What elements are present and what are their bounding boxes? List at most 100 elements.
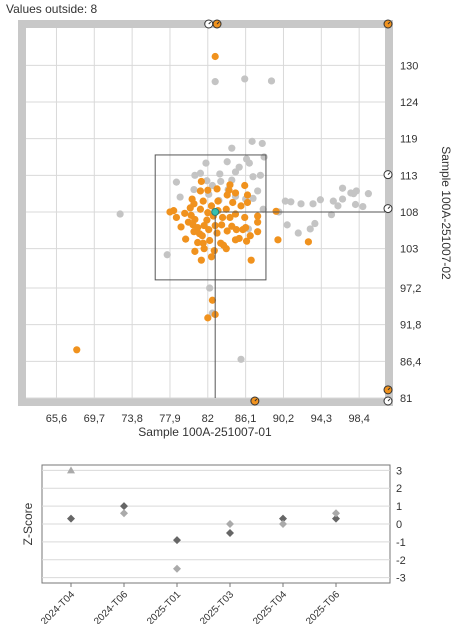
data-point-orange: [247, 256, 255, 264]
y-tick-label: 130: [400, 60, 418, 72]
data-point-orange: [243, 198, 252, 207]
data-point-gray: [211, 78, 219, 86]
zscore-chart: 3 2 1 0 -1 -2 -3 Z-Score 2024-T04 2024-T06 2025-T0…: [21, 464, 406, 624]
zscore-point-triangle: [67, 466, 75, 474]
data-point-gray: [245, 159, 253, 167]
data-point-orange: [172, 213, 181, 222]
outside-marker-arrow: [216, 21, 220, 25]
data-point-orange: [218, 221, 226, 229]
data-point-orange: [181, 209, 189, 217]
data-point-orange: [196, 205, 205, 213]
data-point-gray: [297, 200, 305, 208]
data-point-gray: [254, 187, 262, 195]
data-point-orange: [206, 236, 214, 245]
data-point-gray: [249, 173, 257, 181]
outside-marker-arrow: [387, 21, 391, 25]
data-point-orange: [225, 186, 233, 194]
y-axis-label: Sample 100A-251007-02: [439, 146, 453, 280]
zscore-category-label: 2025-T04: [251, 589, 289, 624]
y-tick-label: 81: [400, 393, 412, 405]
data-point-orange: [218, 213, 227, 222]
data-point-gray: [316, 196, 324, 204]
zscore-point-dark: [67, 514, 75, 523]
outside-marker-arrow: [254, 398, 258, 402]
data-point-gray: [334, 202, 342, 210]
zscore-tick-label: -3: [396, 573, 406, 585]
zscore-category-label: 2024-T04: [39, 589, 77, 624]
center-point: [211, 207, 220, 216]
data-point-orange: [182, 235, 190, 243]
zscore-point-dark: [120, 502, 128, 511]
target-box: [154, 154, 267, 281]
data-point-gray: [306, 225, 314, 233]
data-point-gray: [311, 219, 319, 228]
zscore-tick-label: 2: [396, 483, 402, 495]
data-point-gray: [206, 284, 214, 292]
data-point-orange: [211, 52, 219, 61]
data-point-gray: [235, 163, 243, 171]
data-point-gray: [172, 178, 181, 186]
zscore-category-label: 2025-T06: [304, 589, 342, 624]
zscore-tick-label: 0: [396, 519, 402, 531]
data-point-gray: [228, 144, 236, 152]
data-point-gray: [294, 229, 302, 237]
data-point-orange: [200, 221, 208, 230]
data-point-orange: [223, 227, 231, 235]
data-point-orange: [241, 213, 249, 222]
data-point-orange: [242, 237, 251, 245]
y-tick-label: 86,4: [400, 356, 421, 368]
data-point-gray: [309, 200, 317, 208]
data-point-orange: [194, 238, 202, 247]
data-point-gray: [241, 75, 249, 83]
data-point-orange: [166, 208, 174, 216]
data-point-orange: [226, 213, 234, 222]
data-point-orange: [222, 205, 230, 213]
data-point-gray: [190, 185, 198, 194]
zscore-point-dark: [279, 514, 287, 523]
data-point-gray: [350, 190, 358, 198]
zscore-point-light: [279, 520, 287, 528]
zscore-point-light: [120, 509, 128, 518]
outside-marker-arrow: [387, 172, 391, 175]
data-point-orange: [241, 181, 249, 190]
x-tick-label: 65,6: [46, 413, 67, 425]
data-point-orange: [204, 186, 212, 194]
x-tick-label: 82: [202, 413, 214, 425]
data-point-orange: [191, 215, 199, 224]
zscore-point-light: [332, 509, 340, 518]
y-tick-label: 108: [400, 207, 418, 219]
data-point-orange: [304, 238, 313, 246]
data-point-orange: [235, 234, 243, 243]
values-outside-label: Values outside: 8: [6, 2, 98, 16]
data-point-orange: [232, 226, 241, 234]
data-point-orange: [204, 314, 212, 322]
data-point-orange: [199, 239, 207, 247]
y-tick-label: 97,2: [400, 283, 421, 295]
x-tick-label: 86,1: [235, 413, 256, 425]
data-point-orange: [204, 209, 212, 217]
data-point-orange: [274, 236, 282, 244]
data-point-gray: [329, 197, 337, 205]
data-point-orange: [246, 232, 254, 240]
y-tick-label: 124: [400, 97, 418, 109]
data-point-orange: [199, 197, 207, 205]
data-point-orange: [222, 245, 230, 253]
data-point-gray: [249, 194, 257, 203]
data-point-orange: [190, 200, 198, 208]
data-point-gray: [256, 171, 265, 179]
zscore-category-label: 2024-T06: [92, 589, 130, 624]
data-point-orange: [254, 218, 262, 226]
zscore-point-dark: [332, 514, 340, 523]
zscore-tick-label: -2: [396, 555, 406, 567]
zscore-tick-label: 3: [396, 465, 402, 477]
x-tick-label: 98,4: [348, 413, 369, 425]
zscore-point-dark: [173, 536, 181, 545]
data-point-orange: [203, 216, 211, 224]
data-point-gray: [237, 355, 245, 363]
data-point-orange: [254, 228, 262, 236]
zscore-category-label: 2025-T01: [145, 589, 183, 624]
data-point-orange: [214, 197, 222, 205]
data-point-gray: [216, 170, 224, 178]
data-point-gray: [359, 202, 367, 211]
x-tick-label: 77,9: [159, 413, 180, 425]
